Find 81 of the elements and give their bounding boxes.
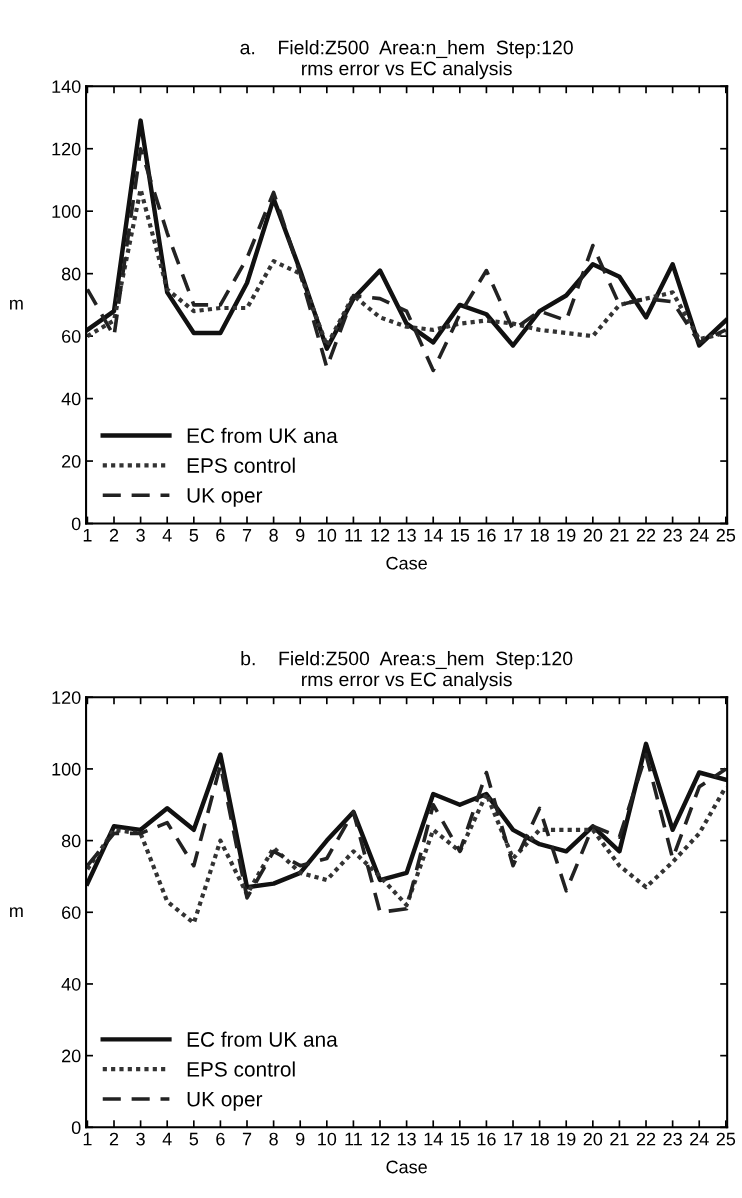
legend-label: EC from UK ana (187, 427, 338, 444)
x-tick-label: 1 (83, 1132, 92, 1146)
x-tick-label: 2 (109, 528, 119, 542)
x-tick-label: 23 (663, 1132, 682, 1146)
x-tick-label: 5 (189, 529, 199, 542)
x-tick-label: 21 (610, 1132, 629, 1146)
x-tick-label: 5 (189, 1132, 199, 1146)
y-tick-label: 20 (62, 1049, 81, 1063)
x-tick-label: 17 (504, 1132, 523, 1146)
x-tick-label: 19 (557, 528, 576, 542)
x-tick-label: 4 (162, 1132, 172, 1146)
y-tick-label: 60 (62, 906, 81, 919)
x-tick-label: 1 (83, 529, 92, 542)
x-tick-label: 16 (477, 528, 496, 542)
x-tick-label: 7 (242, 529, 252, 542)
x-tick-label: 4 (162, 529, 172, 542)
legend-label: UK oper (187, 1092, 263, 1111)
x-tick-label: 8 (269, 528, 278, 542)
x-tick-label: 13 (397, 1132, 416, 1146)
x-tick-label: 25 (716, 528, 736, 542)
x-tick-label: 9 (296, 1132, 305, 1146)
x-tick-label: 15 (451, 1132, 470, 1146)
x-tick-label: 24 (690, 1132, 709, 1146)
y-tick-label: 60 (62, 330, 81, 343)
chart-subtitle: rms error vs EC analysis (302, 61, 512, 80)
x-tick-label: 22 (636, 528, 656, 542)
x-tick-label: 23 (663, 528, 682, 542)
x-tick-label: 19 (557, 1132, 576, 1146)
x-tick-label: 6 (216, 528, 225, 542)
x-tick-label: 20 (583, 1132, 603, 1146)
chart-title: b. Field:Z500 Area:s_hem Step:120 (241, 651, 573, 670)
x-tick-label: 12 (371, 528, 390, 542)
y-tick-label: 100 (52, 205, 81, 218)
x-tick-label: 18 (530, 528, 549, 542)
y-tick-label: 0 (71, 517, 81, 531)
x-tick-label: 9 (296, 528, 305, 542)
x-tick-label: 12 (371, 1132, 390, 1146)
y-tick-label: 0 (71, 1121, 81, 1135)
x-tick-label: 11 (345, 529, 362, 542)
x-tick-label: 6 (216, 1132, 225, 1146)
x-tick-label: 14 (424, 1132, 443, 1146)
x-tick-label: 7 (242, 1132, 252, 1146)
line-series (86, 146, 728, 373)
y-tick-label: 100 (52, 762, 81, 776)
x-tick-label: 24 (690, 528, 709, 542)
x-tick-label: 13 (397, 528, 416, 542)
x-tick-label: 10 (318, 1132, 337, 1146)
y-tick-label: 140 (52, 80, 81, 93)
x-tick-label: 3 (136, 528, 145, 542)
x-tick-label: 11 (345, 1132, 362, 1146)
x-tick-label: 25 (716, 1132, 736, 1146)
x-axis-title: Case (386, 556, 427, 570)
y-tick-label: 80 (61, 834, 81, 848)
x-tick-label: 14 (424, 529, 443, 542)
y-tick-label: 120 (52, 142, 81, 156)
x-tick-label: 10 (318, 528, 337, 542)
y-tick-label: 20 (62, 454, 81, 468)
legend-label: EPS control (187, 457, 295, 473)
x-tick-label: 15 (451, 529, 470, 542)
chart-title: a. Field:Z500 Area:n_hem Step:120 (240, 40, 573, 59)
line-series (86, 752, 728, 915)
x-tick-label: 17 (504, 529, 523, 542)
x-tick-label: 16 (477, 1132, 496, 1146)
x-tick-label: 8 (269, 1132, 278, 1146)
x-tick-label: 21 (610, 528, 629, 542)
x-axis-title: Case (386, 1160, 427, 1174)
y-tick-label: 120 (52, 691, 81, 704)
legend-label: EPS control (187, 1061, 295, 1077)
legend-label: UK oper (187, 488, 263, 507)
x-tick-label: 22 (636, 1132, 656, 1146)
y-tick-label: 40 (61, 977, 81, 991)
legend-label: EC from UK ana (187, 1031, 338, 1047)
x-tick-label: 20 (583, 528, 603, 542)
x-tick-label: 18 (530, 1132, 549, 1146)
x-tick-label: 2 (109, 1132, 119, 1146)
y-tick-label: 40 (61, 392, 81, 406)
chart-subtitle: rms error vs EC analysis (302, 672, 512, 691)
y-tick-label: 80 (61, 267, 81, 281)
y-axis-title: m (10, 907, 23, 917)
y-axis-title: m (10, 299, 23, 310)
x-tick-label: 3 (136, 1132, 145, 1146)
